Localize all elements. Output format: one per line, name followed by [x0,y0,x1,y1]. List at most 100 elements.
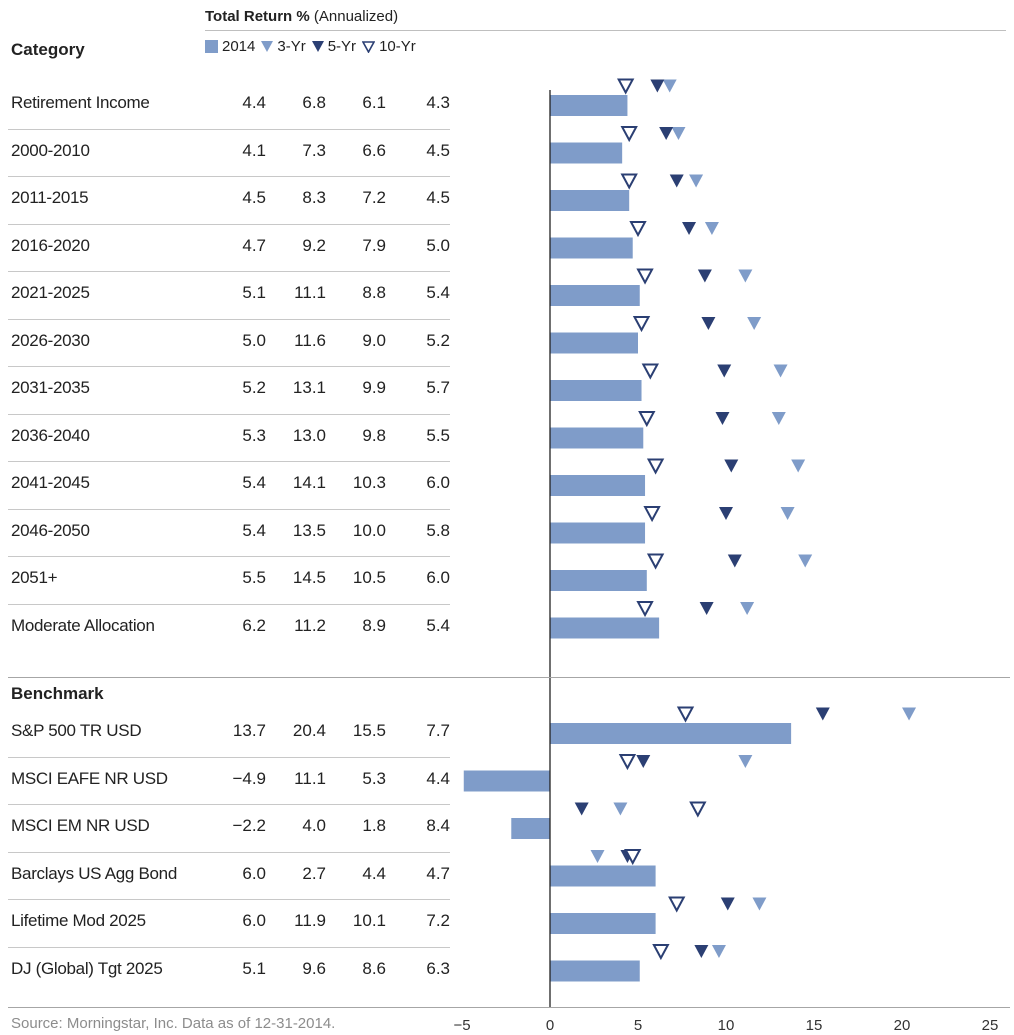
marker-5yr [650,79,665,93]
row-separator [8,366,450,367]
marker-5yr [694,945,709,958]
category-header: Category [11,40,85,59]
cell-5yr: 10.5 [352,568,386,587]
cell-3yr: 13.5 [292,520,326,540]
row-separator [8,413,450,415]
marker-3yr [773,364,788,378]
row-label: 2021-2025 [11,283,90,302]
cell-5yr: 6.6 [362,140,386,160]
marker-3yr [791,459,806,473]
cell-3yr: 11.2 [294,615,326,635]
cell-3yr: 9.2 [302,235,326,255]
marker-10yr [646,553,665,570]
row-label: 2000-2010 [11,140,90,160]
row-label: MSCI EAFE NR USD [11,768,168,788]
marker-10yr [676,706,695,723]
x-tick-label: 10 [718,1017,735,1034]
row-label: Retirement Income [11,93,150,112]
x-tick-label: −5 [453,1017,470,1034]
marker-10yr [689,801,707,818]
x-tick-label: 5 [634,1017,642,1034]
cell-2014: 5.5 [242,568,266,587]
marker-10yr [632,316,651,333]
marker-3yr [780,507,795,520]
marker-5yr [659,127,674,140]
marker-10yr [620,126,638,143]
marker-3yr [747,317,762,330]
row-label: S&P 500 TR USD [11,721,142,740]
row-separator [8,603,450,605]
cell-2014: 5.1 [242,283,266,302]
cell-3yr: 8.3 [302,188,326,207]
cell-2014: 6.0 [242,911,266,930]
marker-10yr [629,221,647,238]
cell-3yr: 6.8 [302,93,326,112]
header-rule [205,30,1006,31]
marker-10yr [618,754,637,771]
x-tick-label: 25 [982,1017,999,1034]
marker-3yr [662,79,677,93]
cell-5yr: 1.8 [362,816,386,835]
cell-3yr: 13.0 [292,425,326,445]
cell-5yr: 7.9 [362,235,386,255]
row-label: 2026-2030 [11,330,90,350]
marker-5yr [697,269,712,283]
marker-3yr [740,602,755,615]
cell-5yr: 7.2 [362,188,386,207]
cell-10yr: 4.5 [426,188,450,207]
marker-5yr [701,317,716,330]
cell-5yr: 6.1 [362,93,386,112]
cell-2014: 5.1 [242,958,266,978]
marker-10yr [668,896,686,913]
marker-5yr [636,755,651,768]
cell-10yr: 6.0 [426,568,450,587]
row-label: 2046-2050 [11,520,90,540]
cell-2014: 4.1 [242,140,266,160]
cell-10yr: 4.7 [426,863,450,883]
marker-3yr [902,707,917,721]
legend-item-5yr: 5-Yr [311,38,356,55]
bar-2014 [550,570,647,591]
cell-3yr: 11.9 [294,911,326,930]
row-separator [8,508,450,510]
legend-item-3yr: 3-Yr [261,38,306,55]
cell-10yr: 8.4 [426,816,450,835]
bar-2014 [550,522,646,544]
cell-5yr: 8.8 [362,283,386,302]
row-separator [8,223,450,225]
cell-3yr: 20.4 [292,721,326,740]
legend-label-3yr: 3-Yr [277,38,306,55]
bar-2014 [550,95,628,116]
marker-10yr [652,944,670,961]
open-triangle-icon [362,40,376,53]
cell-5yr: 9.9 [362,378,386,397]
marker-5yr [717,364,732,378]
row-label: 2016-2020 [11,235,90,255]
cell-10yr: 5.5 [426,425,450,445]
cell-2014: 13.7 [232,721,266,740]
row-separator [8,804,450,805]
bar-2014 [550,380,642,401]
marker-5yr [724,459,739,473]
marker-3yr [711,945,726,958]
row-label: DJ (Global) Tgt 2025 [11,958,163,978]
cell-5yr: 15.5 [352,721,386,740]
cell-2014: 5.3 [242,425,266,445]
bar-2014 [550,142,623,164]
cell-3yr: 14.1 [292,473,326,492]
row-label: 2051+ [11,568,58,587]
bar-2014 [550,285,640,306]
marker-10yr [624,849,642,866]
cell-10yr: 5.8 [426,520,450,540]
row-label: 2036-2040 [11,425,90,445]
marker-5yr [815,707,830,721]
cell-5yr: 4.4 [362,863,386,883]
x-tick-label: 0 [546,1017,554,1034]
marker-10yr [620,173,638,190]
bar-2014 [550,960,640,982]
row-label: 2011-2015 [11,188,89,207]
cell-2014: 5.2 [242,378,266,397]
marker-5yr [682,222,697,235]
cell-10yr: 5.2 [426,330,450,350]
